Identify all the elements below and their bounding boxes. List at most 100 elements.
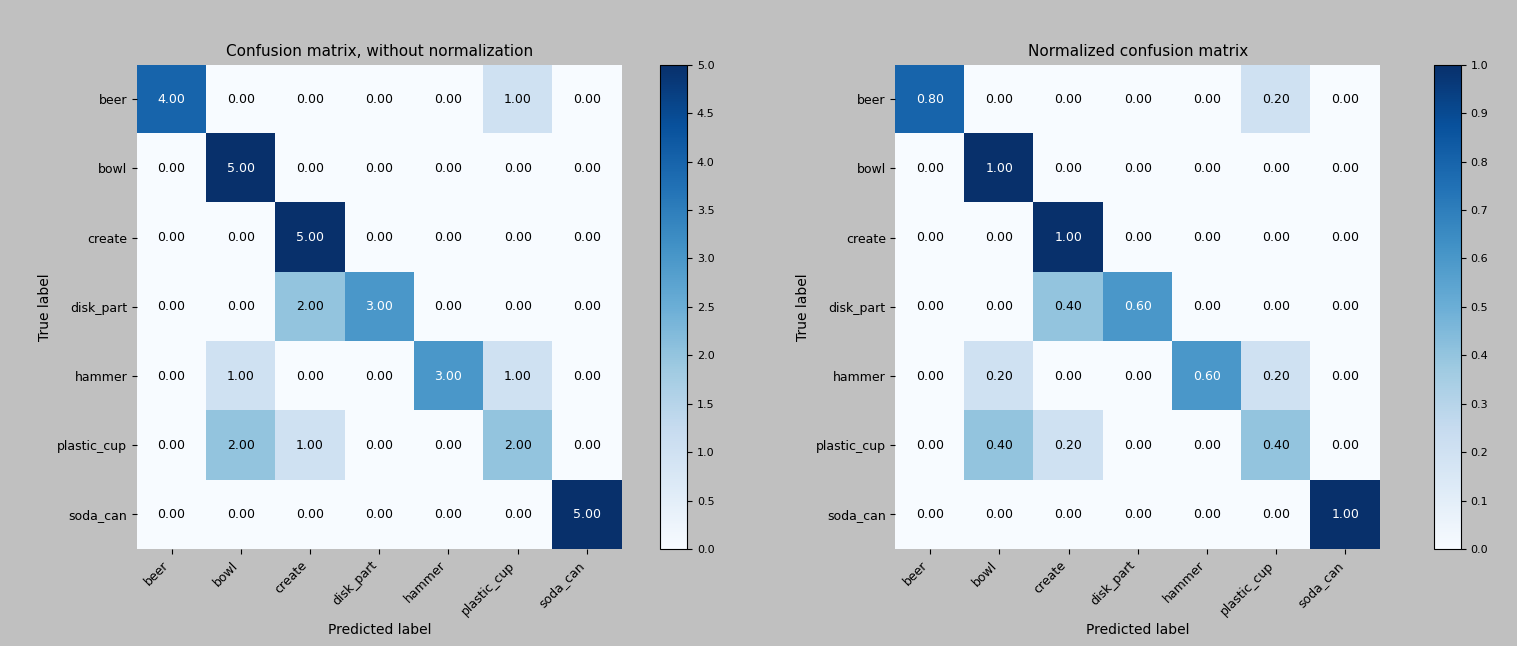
Text: 1.00: 1.00: [504, 93, 531, 106]
Text: 0.60: 0.60: [1124, 300, 1151, 313]
Text: 0.00: 0.00: [916, 162, 944, 175]
Text: 0.00: 0.00: [158, 231, 185, 244]
Text: 0.00: 0.00: [1262, 508, 1289, 521]
Text: 1.00: 1.00: [296, 439, 325, 452]
Text: 0.00: 0.00: [1332, 300, 1359, 313]
Text: 0.40: 0.40: [986, 439, 1013, 452]
Text: 0.40: 0.40: [1262, 439, 1289, 452]
Text: 0.00: 0.00: [158, 162, 185, 175]
Text: 0.20: 0.20: [986, 370, 1013, 382]
Text: 0.00: 0.00: [434, 231, 463, 244]
Text: 0.00: 0.00: [504, 162, 531, 175]
X-axis label: Predicted label: Predicted label: [328, 623, 431, 637]
Text: 3.00: 3.00: [434, 370, 463, 382]
Text: 0.00: 0.00: [573, 231, 601, 244]
Text: 0.00: 0.00: [296, 370, 325, 382]
Text: 0.00: 0.00: [434, 93, 463, 106]
Text: 0.00: 0.00: [366, 508, 393, 521]
Text: 0.40: 0.40: [1054, 300, 1083, 313]
Text: 0.00: 0.00: [504, 508, 531, 521]
Text: 1.00: 1.00: [1054, 231, 1083, 244]
Text: 3.00: 3.00: [366, 300, 393, 313]
Text: 0.20: 0.20: [1262, 370, 1289, 382]
Text: 0.00: 0.00: [1262, 162, 1289, 175]
Text: 0.00: 0.00: [1332, 231, 1359, 244]
Text: 0.00: 0.00: [1124, 93, 1151, 106]
Text: 0.00: 0.00: [916, 231, 944, 244]
Text: 0.00: 0.00: [573, 439, 601, 452]
Text: 0.00: 0.00: [504, 231, 531, 244]
Title: Confusion matrix, without normalization: Confusion matrix, without normalization: [226, 45, 532, 59]
Title: Normalized confusion matrix: Normalized confusion matrix: [1027, 45, 1248, 59]
Text: 0.00: 0.00: [916, 508, 944, 521]
X-axis label: Predicted label: Predicted label: [1086, 623, 1189, 637]
Text: 0.00: 0.00: [573, 93, 601, 106]
Text: 0.00: 0.00: [916, 439, 944, 452]
Y-axis label: True label: True label: [796, 273, 810, 340]
Text: 0.00: 0.00: [366, 162, 393, 175]
Text: 0.00: 0.00: [986, 300, 1013, 313]
Text: 1.00: 1.00: [504, 370, 531, 382]
Text: 0.00: 0.00: [986, 508, 1013, 521]
Text: 0.00: 0.00: [296, 93, 325, 106]
Text: 0.00: 0.00: [366, 231, 393, 244]
Text: 0.00: 0.00: [434, 300, 463, 313]
Text: 2.00: 2.00: [296, 300, 325, 313]
Text: 0.00: 0.00: [1054, 508, 1083, 521]
Text: 1.00: 1.00: [1332, 508, 1359, 521]
Text: 0.00: 0.00: [1124, 162, 1151, 175]
Text: 0.00: 0.00: [158, 508, 185, 521]
Text: 0.00: 0.00: [573, 162, 601, 175]
Text: 0.60: 0.60: [1192, 370, 1221, 382]
Text: 0.00: 0.00: [986, 231, 1013, 244]
Text: 0.00: 0.00: [228, 508, 255, 521]
Text: 0.00: 0.00: [1054, 93, 1083, 106]
Text: 2.00: 2.00: [228, 439, 255, 452]
Text: 0.00: 0.00: [1262, 231, 1289, 244]
Text: 0.00: 0.00: [916, 300, 944, 313]
Text: 0.00: 0.00: [434, 508, 463, 521]
Text: 0.00: 0.00: [573, 300, 601, 313]
Text: 0.00: 0.00: [1192, 93, 1221, 106]
Text: 0.00: 0.00: [1124, 231, 1151, 244]
Text: 0.00: 0.00: [1192, 162, 1221, 175]
Text: 0.00: 0.00: [434, 439, 463, 452]
Text: 0.00: 0.00: [1262, 300, 1289, 313]
Text: 0.00: 0.00: [1054, 162, 1083, 175]
Text: 0.00: 0.00: [296, 508, 325, 521]
Text: 0.00: 0.00: [1192, 231, 1221, 244]
Text: 0.00: 0.00: [228, 93, 255, 106]
Text: 1.00: 1.00: [228, 370, 255, 382]
Text: 0.00: 0.00: [366, 439, 393, 452]
Text: 0.00: 0.00: [158, 439, 185, 452]
Text: 0.00: 0.00: [1124, 370, 1151, 382]
Text: 5.00: 5.00: [573, 508, 601, 521]
Text: 0.20: 0.20: [1262, 93, 1289, 106]
Text: 0.00: 0.00: [1124, 439, 1151, 452]
Text: 0.00: 0.00: [1332, 162, 1359, 175]
Text: 0.00: 0.00: [158, 370, 185, 382]
Text: 0.00: 0.00: [366, 370, 393, 382]
Text: 0.00: 0.00: [1332, 439, 1359, 452]
Text: 0.00: 0.00: [296, 162, 325, 175]
Text: 0.00: 0.00: [228, 300, 255, 313]
Text: 0.00: 0.00: [158, 300, 185, 313]
Text: 0.20: 0.20: [1054, 439, 1083, 452]
Text: 0.00: 0.00: [1054, 370, 1083, 382]
Text: 2.00: 2.00: [504, 439, 531, 452]
Text: 0.00: 0.00: [1124, 508, 1151, 521]
Text: 5.00: 5.00: [296, 231, 325, 244]
Text: 5.00: 5.00: [228, 162, 255, 175]
Text: 0.00: 0.00: [986, 93, 1013, 106]
Text: 0.80: 0.80: [916, 93, 944, 106]
Text: 4.00: 4.00: [158, 93, 185, 106]
Text: 0.00: 0.00: [504, 300, 531, 313]
Text: 0.00: 0.00: [1192, 439, 1221, 452]
Text: 0.00: 0.00: [434, 162, 463, 175]
Text: 0.00: 0.00: [366, 93, 393, 106]
Text: 0.00: 0.00: [1332, 370, 1359, 382]
Text: 0.00: 0.00: [1332, 93, 1359, 106]
Text: 1.00: 1.00: [986, 162, 1013, 175]
Text: 0.00: 0.00: [573, 370, 601, 382]
Text: 0.00: 0.00: [1192, 300, 1221, 313]
